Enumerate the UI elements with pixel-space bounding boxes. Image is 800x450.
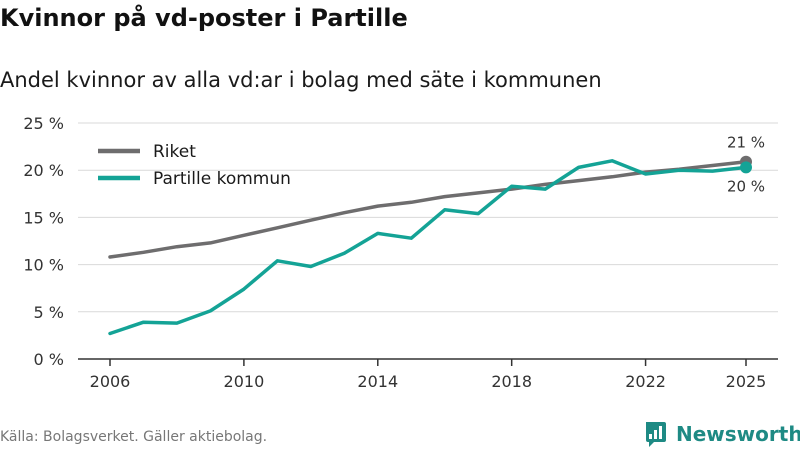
source-note: Källa: Bolagsverket. Gäller aktiebolag. bbox=[0, 429, 268, 445]
chart-subtitle: Andel kvinnor av alla vd:ar i bolag med … bbox=[0, 68, 602, 92]
y-tick-label: 20 % bbox=[23, 161, 64, 180]
y-tick-label: 0 % bbox=[34, 350, 64, 369]
y-tick-label: 15 % bbox=[23, 208, 64, 227]
chart-title: Kvinnor på vd-poster i Partille bbox=[0, 4, 408, 32]
y-tick-label: 25 % bbox=[23, 114, 64, 133]
x-tick-label: 2018 bbox=[491, 372, 532, 391]
y-tick-label: 5 % bbox=[34, 303, 64, 322]
y-tick-label: 10 % bbox=[23, 256, 64, 275]
x-tick-label: 2025 bbox=[726, 372, 767, 391]
series-end-label: 20 % bbox=[727, 177, 765, 195]
x-tick-label: 2022 bbox=[625, 372, 666, 391]
legend-label: Riket bbox=[153, 142, 196, 162]
series-end-label: 21 % bbox=[727, 134, 765, 152]
line-chart: 0 % 5 % 10 % 15 % 20 % 25 % 2006 2010 2014 2018 20… bbox=[23, 114, 778, 391]
legend-label: Partille kommun bbox=[153, 169, 291, 189]
newsworthy-logo-icon bbox=[646, 422, 666, 447]
series-line-partille bbox=[108, 159, 748, 336]
brand-logo: Newsworthy bbox=[644, 418, 800, 450]
x-tick-label: 2006 bbox=[90, 372, 131, 391]
series-end-marker bbox=[740, 161, 752, 174]
x-tick-label: 2014 bbox=[357, 372, 398, 391]
x-tick-label: 2010 bbox=[224, 372, 265, 391]
brand-name: Newsworthy bbox=[676, 422, 800, 446]
